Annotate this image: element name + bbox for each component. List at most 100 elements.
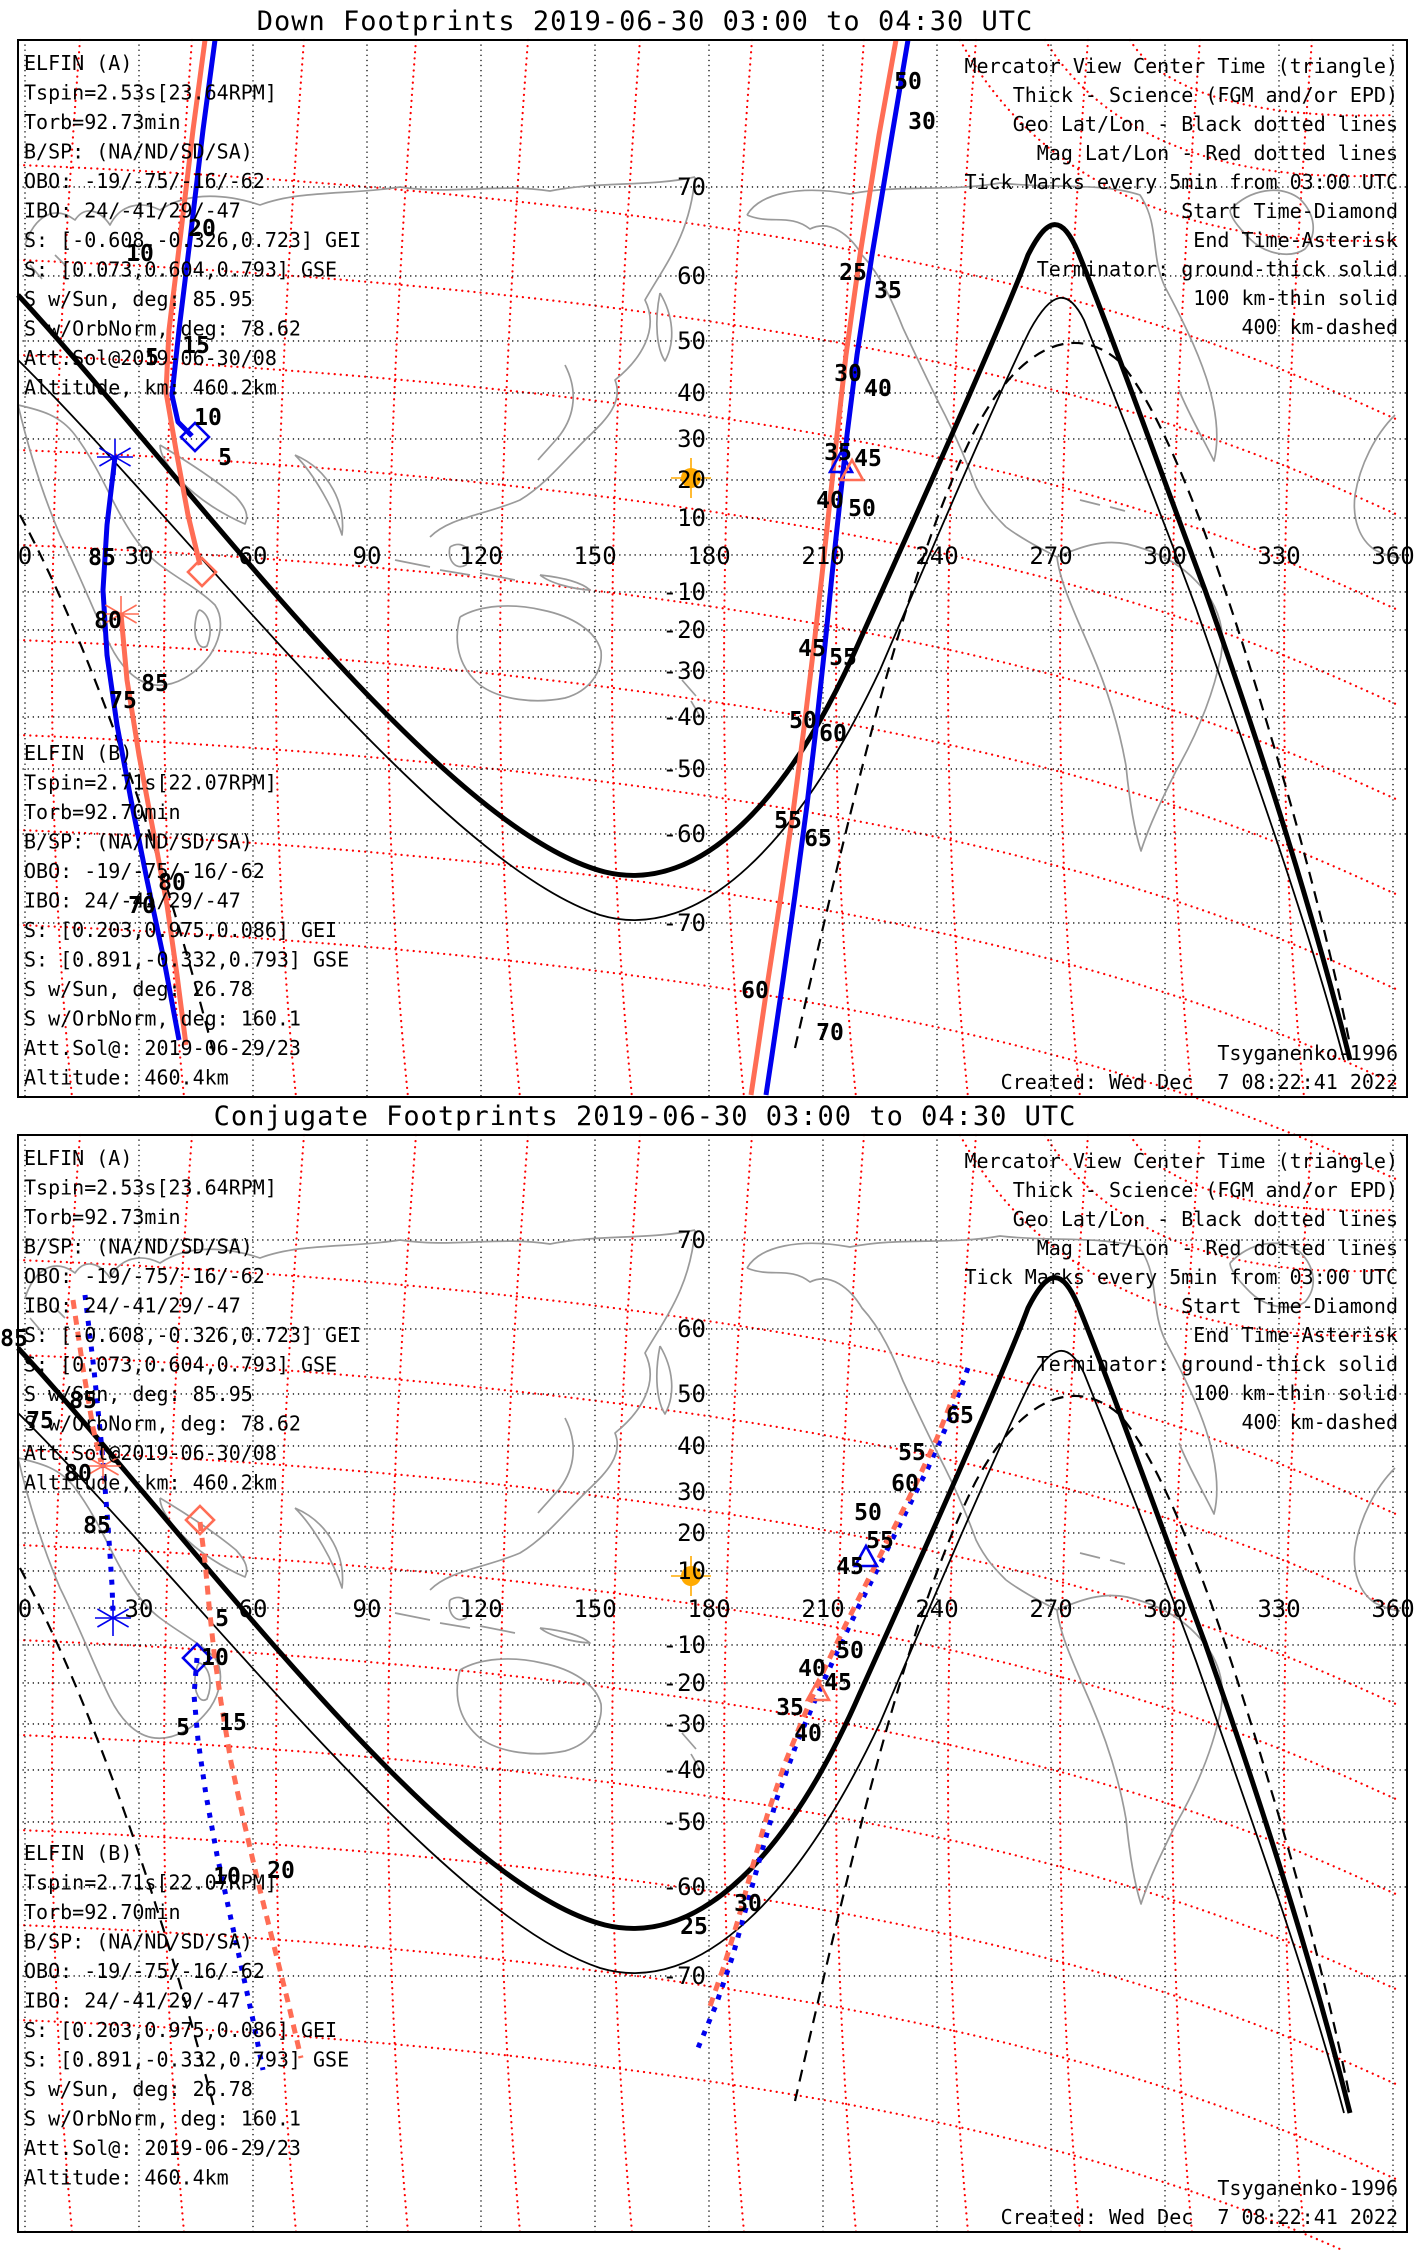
track-tick-label: 45 xyxy=(824,1670,852,1696)
track-tick-label: 10 xyxy=(213,1864,241,1890)
track-tick-label: 15 xyxy=(182,333,210,359)
sun-disc xyxy=(681,468,701,488)
track-tick-label: 55 xyxy=(866,1528,894,1554)
mag-lon-line xyxy=(1170,38,1202,1099)
sun-marker xyxy=(671,1556,711,1596)
coastline xyxy=(17,1457,222,1740)
track-tick-label: 50 xyxy=(894,69,922,95)
model-label: Tsyganenko-1996 xyxy=(1217,2176,1398,2200)
lat-tick-label: -20 xyxy=(663,616,706,644)
mag-lat-line xyxy=(16,2018,1345,2250)
mag-lon-line xyxy=(50,38,82,1099)
elfin-b-info-line: Altitude: 460.4km xyxy=(24,1066,229,1090)
mag-lon-line xyxy=(162,1133,194,2234)
lon-tick-label: 0 xyxy=(18,542,32,570)
elfin-b-info-line: Altitude: 460.4km xyxy=(24,2166,229,2190)
track-tick-label: 85 xyxy=(0,1326,28,1352)
elfin-a-info-line: B/SP: (NA/ND/SD/SA) xyxy=(24,140,253,164)
elfin-a-info-line: S: [-0.608,-0.326,0.723] GEI xyxy=(24,228,361,252)
track-tick-label: 55 xyxy=(774,808,802,834)
lat-tick-label: -50 xyxy=(663,755,706,783)
lon-tick-label: 270 xyxy=(1029,1595,1072,1623)
elfin-a-track xyxy=(695,1367,971,2049)
start-diamond-marker xyxy=(181,1642,213,1674)
elfin-b-track xyxy=(163,39,208,566)
lon-tick-label: 120 xyxy=(459,1595,502,1623)
lat-tick-label: 60 xyxy=(677,262,706,290)
start-diamond-marker xyxy=(179,421,211,453)
elfin-b-header: ELFIN (B) xyxy=(24,1841,132,1865)
coastline xyxy=(1079,499,1126,512)
elfin-a-info-line: OBO: -19/-75/-16/-62 xyxy=(24,1264,265,1288)
track-tick-label: 75 xyxy=(109,688,137,714)
elfin-b-info-line: Tspin=2.71s[22.07RPM] xyxy=(24,1871,277,1895)
coastline xyxy=(681,1732,702,1772)
coastline xyxy=(456,605,602,702)
track-tick-label: 60 xyxy=(741,978,769,1004)
panel-down-footprints: 0 30 60 90 120 150 180 210 240 270 300 330 360706050… xyxy=(16,6,1415,1182)
lon-tick-label: 210 xyxy=(801,542,844,570)
legend-line: Terminator: ground-thick solid xyxy=(1037,1352,1398,1376)
track-tick-label: 10 xyxy=(201,1645,229,1671)
mag-lon-line xyxy=(386,38,418,1099)
terminator-ground xyxy=(16,1275,1353,2114)
mag-lat-line xyxy=(1043,38,1397,178)
track-tick-label: 5 xyxy=(218,445,232,471)
coastline xyxy=(394,559,516,581)
lat-tick-label: 70 xyxy=(677,173,706,201)
elfin-a-track xyxy=(169,39,218,438)
track-tick-label: 50 xyxy=(848,496,876,522)
coastline xyxy=(746,1235,1218,1515)
legend-line: Mercator View Center Time (triangle) xyxy=(965,1149,1398,1173)
panel-title: Down Footprints 2019-06-30 03:00 to 04:3… xyxy=(257,6,1034,37)
mag-lat-line xyxy=(16,828,1400,1087)
lat-tick-label: -70 xyxy=(663,1962,706,1990)
mag-lat-line xyxy=(1128,1133,1397,1212)
mag-lon-line xyxy=(834,1133,866,2234)
elfin-b-info-line: Torb=92.70min xyxy=(24,1900,181,1924)
track-tick-label: 50 xyxy=(854,1500,882,1526)
coastline xyxy=(394,1612,516,1634)
legend-line: Mag Lat/Lon - Red dotted lines xyxy=(1037,141,1398,165)
lat-tick-label: -50 xyxy=(663,1808,706,1836)
track-tick-label: 55 xyxy=(898,1440,926,1466)
coastline xyxy=(429,1229,696,1591)
center-time-triangle-marker xyxy=(827,449,855,474)
end-asterisk-marker xyxy=(95,1600,131,1636)
lat-tick-label: -10 xyxy=(663,1631,706,1659)
lat-tick-label: 20 xyxy=(677,1519,706,1547)
coastline xyxy=(539,1627,591,1644)
lat-tick-label: -70 xyxy=(663,909,706,937)
terminator-400km xyxy=(19,1567,217,2112)
track-tick-label: 85 xyxy=(83,1513,111,1539)
lat-tick-label: -30 xyxy=(663,657,706,685)
mag-lon-line xyxy=(274,1133,306,2234)
legend-line: Thick - Science (FGM and/or EPD) xyxy=(1013,1178,1398,1202)
mag-lat-line xyxy=(958,38,1397,242)
legend-line: 100 km-thin solid xyxy=(1193,1381,1398,1405)
lon-tick-label: 180 xyxy=(687,542,730,570)
elfin-a-info-line: S: [0.073,0.604,0.793] GSE xyxy=(24,1353,337,1377)
model-label: Tsyganenko-1996 xyxy=(1217,1041,1398,1065)
elfin-a-info-line: S: [-0.608,-0.326,0.723] GEI xyxy=(24,1323,361,1347)
lat-tick-label: 40 xyxy=(677,1432,706,1460)
elfin-b-track xyxy=(70,1299,104,1463)
track-tick-label: 20 xyxy=(267,1858,295,1884)
legend-line: Terminator: ground-thick solid xyxy=(1037,257,1398,281)
elfin-a-info-line: Altitude, km: 460.2km xyxy=(24,1471,277,1495)
coastline xyxy=(537,364,575,461)
elfin-a-info-line: Att.Sol@2019-06-30/08 xyxy=(24,346,277,370)
elfin-a-info-line: Altitude, km: 460.2km xyxy=(24,376,277,400)
track-tick-label: 85 xyxy=(69,1388,97,1414)
legend-line: Tick Marks every 5min from 03:00 UTC xyxy=(965,170,1398,194)
elfin-a-info-line: IBO: 24/-41/29/-47 xyxy=(24,1294,241,1318)
elfin-a-track xyxy=(191,1657,266,2071)
elfin-a-header: ELFIN (A) xyxy=(24,1146,132,1170)
mag-lon-line xyxy=(946,1133,978,2234)
elfin-b-info-line: S w/OrbNorm, deg: 160.1 xyxy=(24,1007,301,1031)
map-border xyxy=(17,1134,1408,2233)
end-asterisk-marker xyxy=(103,596,139,632)
elfin-b-info-line: S: [0.203,0.975,0.086] GEI xyxy=(24,918,337,942)
mag-lat-line xyxy=(16,353,1400,612)
